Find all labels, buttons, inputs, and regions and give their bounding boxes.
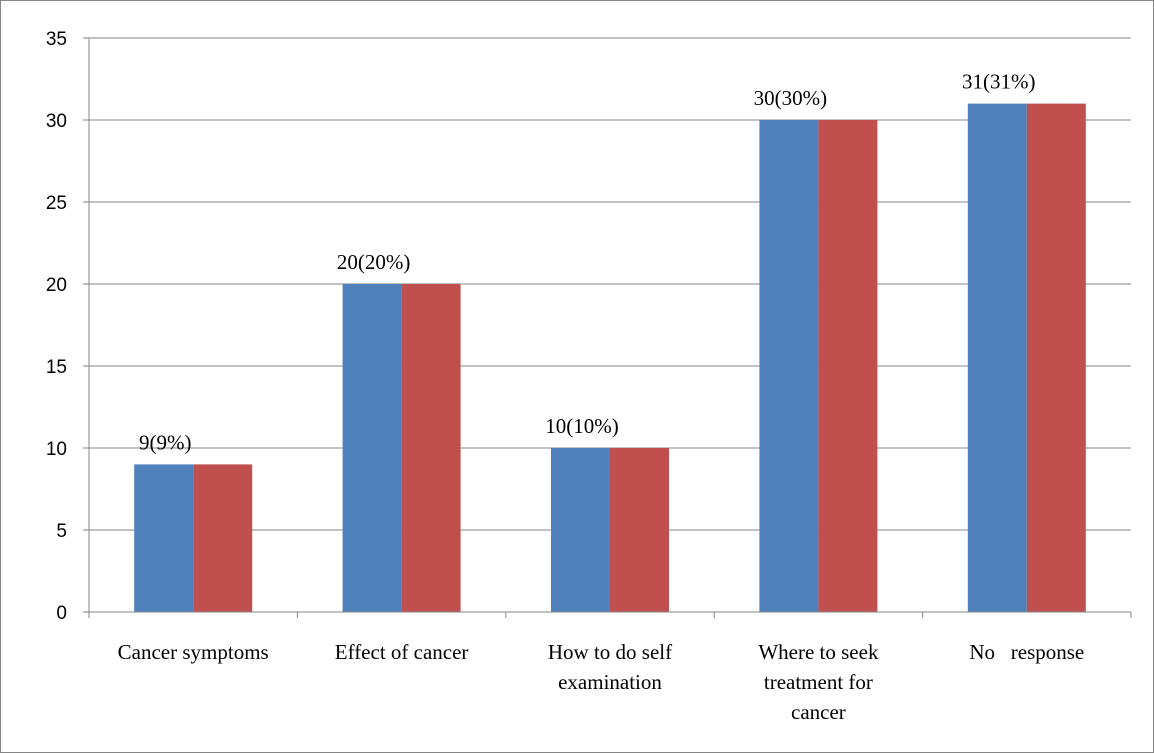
- data-labels: 9(9%) 20(20%) 10(10%) 30(30%) 31(31%): [139, 70, 1036, 455]
- x-category-label-3: How to do self examination: [548, 640, 672, 694]
- bar-series2-cat2: [401, 284, 461, 612]
- y-tick-label-10: 10: [46, 439, 67, 460]
- y-tick-label-25: 25: [46, 193, 67, 214]
- bar-series2-cat1: [193, 464, 253, 612]
- y-tick-label-15: 15: [46, 357, 67, 378]
- x-axis: Cancer symptoms Effect of cancer How to do…: [88, 611, 1132, 724]
- bar-series1-cat3: [551, 448, 610, 612]
- bar-series2-cat5: [1026, 103, 1086, 612]
- x-category-label-1: Cancer symptoms: [118, 640, 269, 664]
- y-axis: 0 5 10 15 20 25 30 35: [46, 29, 90, 624]
- bar-series1-cat5: [967, 103, 1027, 612]
- y-tick-label-5: 5: [56, 521, 67, 542]
- data-label-2: 20(20%): [337, 250, 410, 274]
- bar-series2-cat3: [610, 448, 669, 612]
- bar-series1-cat1: [134, 464, 194, 612]
- x-category-label-5: No response: [969, 640, 1084, 664]
- y-tick-label-0: 0: [56, 603, 67, 624]
- x-category-label-4: Where to seek treatment for cancer: [758, 640, 879, 724]
- bars: [134, 103, 1086, 612]
- y-tick-label-35: 35: [46, 29, 67, 50]
- data-label-4: 30(30%): [754, 86, 827, 110]
- data-label-1: 9(9%): [139, 430, 191, 454]
- x-category-label-2: Effect of cancer: [335, 640, 469, 664]
- y-tick-label-30: 30: [46, 111, 67, 132]
- y-tick-label-20: 20: [46, 275, 67, 296]
- bar-series2-cat4: [818, 120, 878, 612]
- bar-series1-cat4: [759, 120, 819, 612]
- gridlines: [89, 37, 1131, 531]
- data-label-3: 10(10%): [545, 414, 618, 438]
- bar-series1-cat2: [342, 284, 402, 612]
- data-label-5: 31(31%): [962, 70, 1035, 94]
